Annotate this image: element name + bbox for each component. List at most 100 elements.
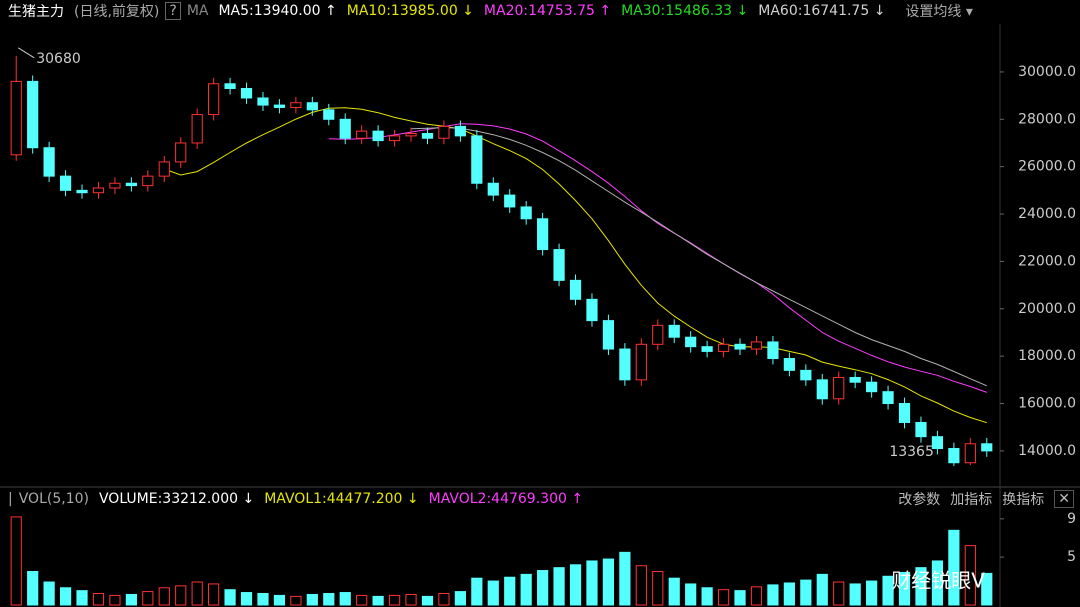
ma-legend-item: MA10:13985.00 ↓: [346, 3, 474, 19]
volume-bar: [59, 587, 72, 606]
volume-bar: [635, 565, 647, 606]
candle-body: [619, 348, 631, 381]
y-tick-label: 20000.0: [1018, 301, 1076, 317]
candle-body: [240, 88, 253, 99]
volume-bar: [668, 577, 680, 606]
y-tick-label: 24000.0: [1018, 206, 1076, 222]
candle-body: [602, 320, 615, 350]
candle-body: [504, 194, 516, 208]
ma-legend-item: MA20:14753.75 ↑: [483, 3, 612, 19]
candle-body: [734, 343, 746, 350]
candle-body: [586, 298, 598, 322]
volume-bar: [306, 593, 318, 606]
button[interactable]: 加指标: [950, 492, 993, 508]
volume-bar: [750, 586, 763, 606]
y-tick-label: 9: [1067, 511, 1076, 527]
volume-bar: [833, 581, 845, 606]
volume-bar: [685, 583, 697, 606]
candle-body: [833, 376, 845, 400]
candle-body: [553, 249, 565, 281]
y-tick-label: 26000.0: [1018, 159, 1076, 175]
candle-body: [800, 369, 812, 381]
candle-body: [866, 381, 878, 393]
volume-legend-item: MAVOL2:44769.300 ↑: [428, 491, 584, 507]
volume-bar: [652, 570, 664, 606]
annotation-arrow: [17, 47, 35, 59]
candle-body: [59, 175, 72, 191]
button[interactable]: 改参数: [898, 492, 941, 508]
candle-body: [849, 376, 861, 383]
volume-bar: [27, 570, 39, 606]
candle-body: [273, 104, 286, 108]
candle-body: [323, 109, 335, 120]
symbol: 生猪主力: [8, 4, 64, 20]
volume-bar: [783, 582, 795, 606]
ma-legend-item: MA5:13940.00 ↑: [218, 3, 337, 19]
volume-bar: [520, 573, 532, 606]
candle-body: [701, 346, 713, 352]
volume-bar: [586, 560, 598, 606]
volume-bar: [323, 593, 335, 606]
volume-bar: [76, 590, 88, 606]
y-tick-label: 5: [1067, 549, 1076, 565]
candle-body: [767, 341, 779, 360]
volume-bar: [898, 571, 911, 606]
candle-body: [635, 343, 647, 381]
volume-bar: [454, 591, 466, 606]
settings-button[interactable]: 设置均线 ▾: [905, 4, 973, 20]
volume-bar: [701, 587, 713, 606]
volume-bar: [438, 593, 450, 606]
volume-bar: [125, 593, 137, 606]
volume-bar: [10, 516, 22, 606]
volume-bar: [405, 593, 417, 606]
volume-bar: [553, 567, 565, 606]
volume-bar: [882, 575, 894, 606]
volume-bar: [372, 595, 384, 606]
candle-body: [306, 102, 318, 111]
volume-bar: [388, 594, 401, 606]
candle-body: [109, 182, 121, 189]
volume-bar: [471, 577, 483, 606]
candle-body: [175, 142, 187, 163]
volume-bar: [290, 595, 302, 606]
volume-bar: [43, 581, 55, 606]
candle-body: [981, 443, 993, 452]
candle-body: [208, 83, 220, 116]
candle-body: [898, 403, 911, 423]
help-button[interactable]: ?: [165, 2, 181, 20]
candle-body: [652, 324, 664, 345]
volume-bar: [175, 585, 187, 606]
candle-body: [931, 436, 944, 450]
candle-body: [92, 187, 105, 194]
candle-body: [569, 279, 582, 300]
volume-bar: [734, 590, 746, 606]
volume-legend-item: VOLUME:33212.000 ↓: [98, 491, 255, 507]
volume-legend: VOLUME:33212.000 ↓ MAVOL1:44477.200 ↓ MAVO…: [99, 491, 593, 507]
y-tick-label: 22000.0: [1018, 253, 1076, 269]
candle-body: [142, 175, 154, 187]
candle-body: [10, 80, 22, 156]
min-label: 13365: [889, 444, 934, 460]
candle-body: [685, 336, 697, 348]
y-tick-label: 30000.0: [1018, 64, 1076, 80]
candle-body: [537, 218, 549, 251]
volume-bar: [208, 583, 220, 606]
ma-legend-item: MA30:15486.33 ↓: [621, 3, 749, 19]
volume-bar: [273, 594, 286, 606]
volume-bar: [142, 591, 154, 606]
volume-bar: [224, 589, 236, 606]
candle-body: [816, 379, 828, 400]
volume-bar: [981, 572, 993, 606]
volume-bar: [931, 560, 944, 606]
volume-bar: [240, 592, 253, 606]
candle-body: [421, 133, 434, 139]
button[interactable]: 换指标: [1002, 492, 1045, 508]
volume-bar: [92, 593, 105, 606]
mode[interactable]: (日线,前复权): [74, 4, 160, 20]
volume-bar: [158, 587, 170, 606]
volume-title: VOL(5,10): [18, 491, 89, 507]
candle-body: [783, 358, 795, 371]
close-button[interactable]: ✕: [1054, 490, 1074, 508]
candle-body: [487, 182, 499, 196]
